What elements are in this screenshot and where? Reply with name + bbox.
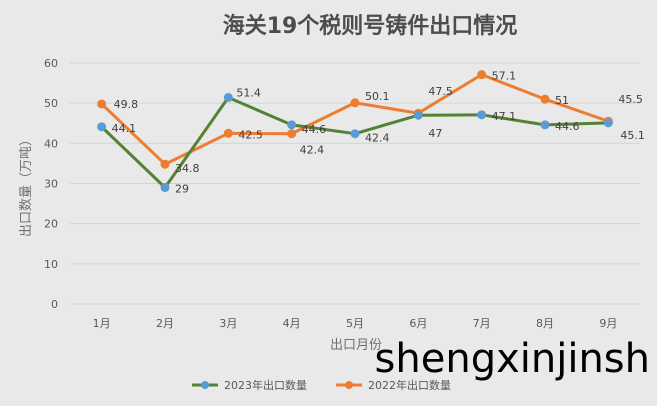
gridlines xyxy=(70,62,640,305)
data-point xyxy=(97,99,107,109)
x-axis-label: 出口月份 xyxy=(330,338,382,353)
data-point xyxy=(350,129,360,139)
data-point xyxy=(287,129,297,139)
data-labels: 44.1 29 51.4 44.6 42.4 47 47.1 44.6 45.1 49.8 34.8… xyxy=(112,70,645,196)
data-label: 29 xyxy=(175,183,189,196)
data-label: 42.5 xyxy=(238,128,262,141)
data-point xyxy=(287,120,297,130)
y-axis-label: 出口数量（万吨） xyxy=(19,133,34,237)
data-label: 34.8 xyxy=(175,162,200,175)
data-label: 44.6 xyxy=(555,120,580,133)
data-label: 47.5 xyxy=(428,85,453,98)
y-tick-label: 50 xyxy=(44,97,58,110)
y-tick-label: 10 xyxy=(44,258,58,271)
y-axis-ticks: 0 10 20 30 40 50 60 xyxy=(44,57,58,311)
data-label: 51 xyxy=(555,94,569,107)
x-tick-label: 7月 xyxy=(473,317,491,330)
legend-label: 2022年出口数量 xyxy=(368,378,451,392)
legend-label: 2023年出口数量 xyxy=(224,378,307,392)
data-point xyxy=(540,94,550,104)
data-label: 44.1 xyxy=(112,122,136,135)
y-tick-label: 20 xyxy=(44,218,58,231)
data-label: 44.6 xyxy=(302,123,327,136)
data-label: 50.1 xyxy=(365,90,390,103)
data-point xyxy=(477,70,487,80)
data-point xyxy=(540,120,550,130)
x-tick-label: 8月 xyxy=(536,317,554,330)
x-tick-label: 5月 xyxy=(346,317,364,330)
data-point xyxy=(223,93,233,103)
y-tick-label: 0 xyxy=(51,298,58,311)
series-line xyxy=(100,73,609,166)
x-tick-label: 3月 xyxy=(219,317,237,330)
data-point xyxy=(477,110,487,120)
data-label: 42.4 xyxy=(365,132,390,145)
data-label: 47.1 xyxy=(492,110,516,123)
series-layer xyxy=(97,70,613,193)
data-point xyxy=(160,159,170,169)
watermark-text: shengxinjinsh xyxy=(375,336,650,382)
data-label: 45.5 xyxy=(618,93,643,106)
data-label: 49.8 xyxy=(114,98,138,111)
legend-marker xyxy=(201,381,209,389)
data-point xyxy=(97,122,107,132)
data-point xyxy=(160,183,170,193)
data-label: 51.4 xyxy=(236,87,260,100)
data-label: 42.4 xyxy=(300,144,325,157)
y-tick-label: 40 xyxy=(44,137,58,150)
x-tick-label: 1月 xyxy=(93,317,111,330)
chart-title: 海关19个税则号铸件出口情况 xyxy=(223,13,518,39)
data-point xyxy=(223,128,233,138)
y-tick-label: 60 xyxy=(44,57,58,70)
x-tick-label: 6月 xyxy=(409,317,427,330)
y-tick-label: 30 xyxy=(44,178,58,191)
x-axis-ticks: 1月 2月 3月 4月 5月 6月 7月 8月 9月 xyxy=(93,317,618,330)
data-label: 57.1 xyxy=(492,70,516,83)
data-label: 47 xyxy=(428,127,442,140)
x-tick-label: 2月 xyxy=(156,317,174,330)
x-tick-label: 9月 xyxy=(599,317,617,330)
data-point xyxy=(603,118,613,128)
legend-marker xyxy=(345,381,353,389)
x-tick-label: 4月 xyxy=(283,317,301,330)
data-point xyxy=(413,110,423,120)
data-point xyxy=(350,98,360,108)
legend: 2023年出口数量 2022年出口数量 xyxy=(192,378,451,392)
data-label: 45.1 xyxy=(620,129,645,142)
